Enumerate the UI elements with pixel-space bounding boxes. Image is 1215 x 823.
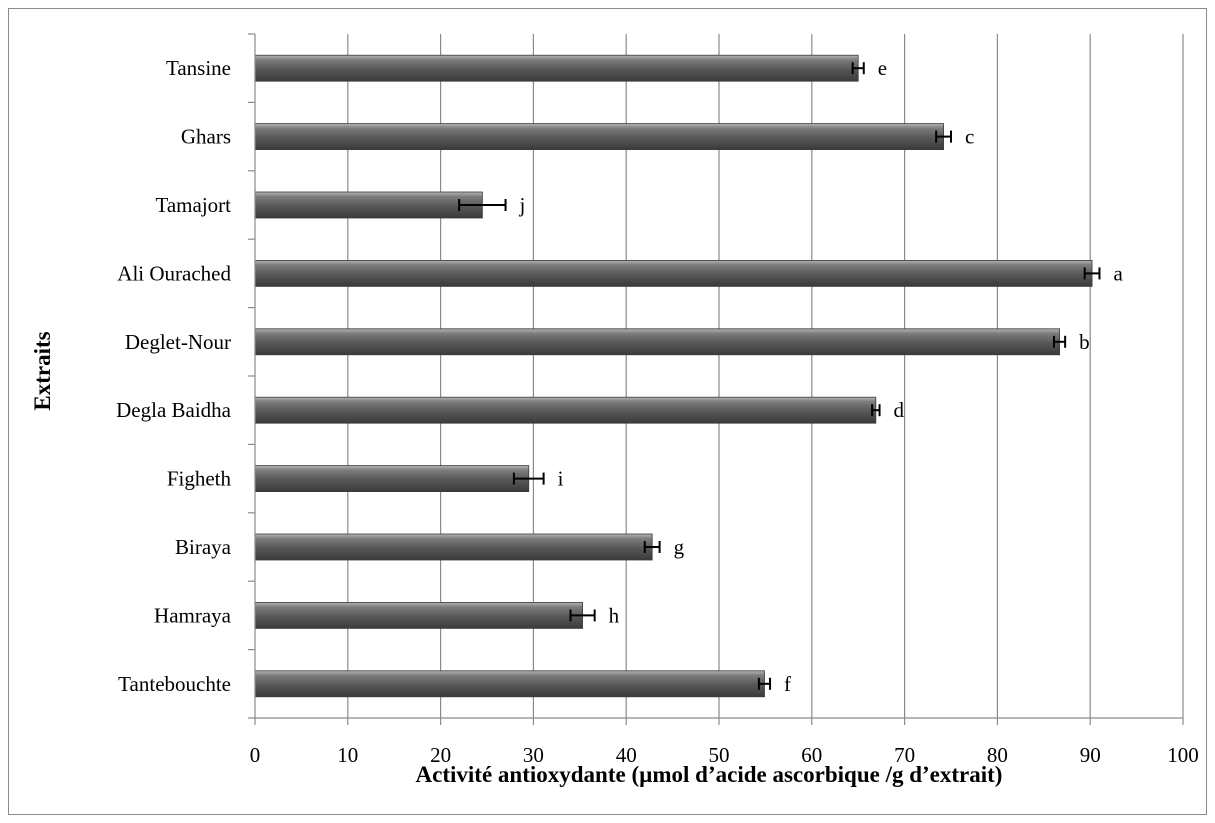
category-label: Deglet-Nour xyxy=(125,330,231,354)
bar xyxy=(254,54,859,82)
significance-letter: i xyxy=(558,467,564,491)
bar xyxy=(254,465,530,493)
x-tick-label: 50 xyxy=(709,743,730,767)
significance-letter: b xyxy=(1079,330,1090,354)
category-label: Tamajort xyxy=(156,193,232,217)
axes xyxy=(248,33,1184,725)
category-label: Tantebouchte xyxy=(118,672,231,696)
bar xyxy=(254,191,483,219)
bar xyxy=(254,328,1060,356)
x-tick-label: 70 xyxy=(894,743,915,767)
significance-letter: d xyxy=(894,398,905,422)
bar xyxy=(254,602,583,629)
significance-letter: e xyxy=(878,56,887,80)
x-tick-label: 90 xyxy=(1080,743,1101,767)
category-label: Ali Ourached xyxy=(117,261,231,285)
x-axis-title: Activité antioxydante (µmol d’acide asco… xyxy=(416,762,1003,787)
significance-letter: a xyxy=(1113,261,1123,285)
significance-letter: f xyxy=(784,672,791,696)
category-label: Ghars xyxy=(181,125,231,149)
bar xyxy=(254,670,765,698)
y-axis-title: Extraits xyxy=(30,331,55,410)
x-tick-label: 10 xyxy=(337,743,358,767)
category-label: Degla Baidha xyxy=(116,398,232,422)
labels: 0 10 20 30 40 50 60 70 80 90 100 Tansine e Ghars c Tama… xyxy=(116,56,1199,767)
significance-letter: j xyxy=(519,193,526,217)
bar xyxy=(254,533,653,561)
significance-letter: h xyxy=(609,603,620,627)
x-tick-label: 30 xyxy=(523,743,544,767)
bar xyxy=(254,259,1093,287)
x-tick-label: 60 xyxy=(801,743,822,767)
bar xyxy=(254,123,944,150)
x-tick-label: 20 xyxy=(430,743,451,767)
x-tick-label: 80 xyxy=(987,743,1008,767)
significance-letter: c xyxy=(965,125,974,149)
category-label: Biraya xyxy=(175,535,232,559)
x-tick-label: 0 xyxy=(250,743,261,767)
category-label: Tansine xyxy=(166,56,231,80)
bars xyxy=(254,54,1101,698)
x-tick-label: 40 xyxy=(616,743,637,767)
significance-letter: g xyxy=(674,535,685,559)
category-label: Figheth xyxy=(167,467,232,491)
bar xyxy=(254,396,877,424)
x-tick-label: 100 xyxy=(1167,743,1199,767)
category-label: Hamraya xyxy=(154,603,232,627)
